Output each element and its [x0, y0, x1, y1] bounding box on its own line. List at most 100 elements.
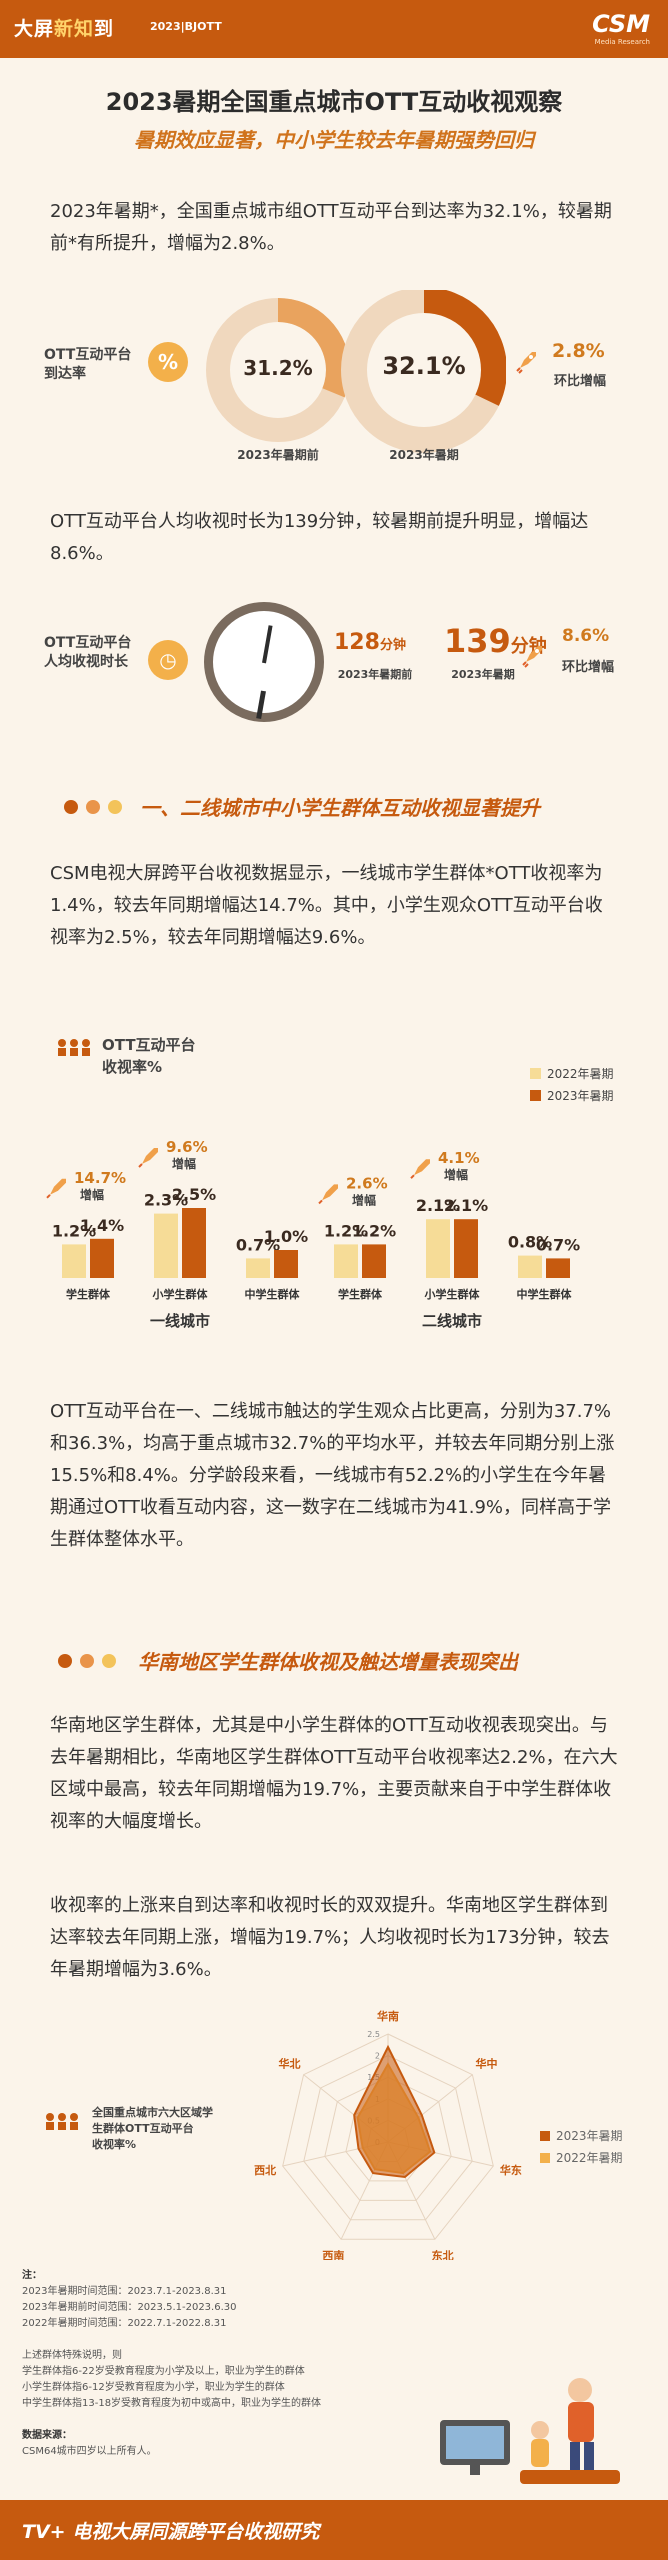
- bar-chart-marks: 1.2%1.4%学生群体2.3%2.5%小学生群体0.7%1.0%中学生群体一线…: [46, 1138, 580, 1330]
- clock-minute-hand: [262, 625, 273, 664]
- bar-value-label: 0.7%: [536, 1235, 580, 1254]
- growth-label: 增幅: [352, 1192, 376, 1207]
- reach-prev-value: 31.2%: [243, 356, 313, 380]
- category-label: 小学生群体: [424, 1287, 481, 1301]
- section-title-2: 华南地区学生群体收视及触达增量表现突出: [138, 1650, 518, 1674]
- radar-title-line2: 生群体OTT互动平台: [92, 2121, 194, 2135]
- bar: [334, 1244, 358, 1278]
- radar-tick-label: 2.5: [367, 2030, 380, 2039]
- notes-line: 数据来源：: [22, 2430, 72, 2441]
- paragraph-duration: OTT互动平台人均收视时长为139分钟，较暑期前提升明显，增幅达8.6%。: [50, 511, 589, 564]
- legend-swatch: [530, 1090, 541, 1101]
- radar-ring: [303, 2055, 473, 2221]
- top-banner: 大屏新知到 2023|BJOTT CSM Media Research: [0, 0, 668, 58]
- section-dot: [58, 1654, 72, 1668]
- notes-line: 上述群体特殊说明，则: [22, 2350, 122, 2361]
- notes-line: 2022年暑期时间范围：2022.7.1-2022.8.31: [22, 2318, 227, 2329]
- bar: [518, 1255, 542, 1278]
- bar-chart-title-line2: 收视率%: [102, 1058, 162, 1076]
- notes-block: 注： 2023年暑期时间范围：2023.7.1-2023.8.31 2023年暑期…: [22, 2268, 321, 2460]
- notes-line: 2023年暑期时间范围：2023.7.1-2023.8.31: [22, 2286, 227, 2297]
- reach-donuts: [206, 290, 506, 453]
- brand-tag: 2023|BJOTT: [150, 20, 222, 33]
- bar: [362, 1244, 386, 1278]
- radar-ring: [324, 2076, 452, 2201]
- duration-prev-value: 128分钟: [334, 630, 406, 655]
- radar-axis-label: 西北: [254, 2163, 276, 2177]
- section-title-1: 一、二线城市中小学生群体互动收视显著提升: [140, 796, 540, 820]
- notes-line: [22, 2412, 321, 2428]
- clock-illustration: [204, 602, 324, 722]
- notes-line: 学生群体指6-22岁受教育程度为小学及以上，职业为学生的群体: [22, 2366, 305, 2377]
- group-label: 一线城市: [150, 1312, 210, 1330]
- section-dot: [80, 1654, 94, 1668]
- rocket-icon: [318, 1184, 338, 1205]
- radar-axis-label: 华中: [476, 2056, 498, 2070]
- brand-title: 大屏新知到: [14, 18, 115, 40]
- reach-curr-donut-arc: [341, 290, 506, 453]
- reach-prev-donut-arc: [206, 298, 350, 442]
- footer-title: TV+ 电视大屏同源跨平台收视研究: [22, 2521, 320, 2543]
- radar-title-line3: 收视率%: [92, 2137, 136, 2151]
- section-dot: [64, 800, 78, 814]
- radar-axis-label: 西南: [322, 2249, 344, 2260]
- paragraph-reach: 2023年暑期*，全国重点城市组OTT互动平台到达率为32.1%，较暑期前*有所…: [50, 201, 612, 254]
- category-label: 中学生群体: [517, 1287, 573, 1301]
- duration-label: OTT互动平台人均收视时长: [44, 635, 132, 670]
- radar-axis-label: 华南: [377, 2009, 399, 2023]
- duration-prev-caption: 2023年暑期前: [337, 668, 413, 681]
- rocket-icon: [516, 352, 536, 374]
- section-dot: [86, 800, 100, 814]
- section-header-2: 华南地区学生群体收视及触达增量表现突出: [0, 1640, 668, 1680]
- category-label: 小学生群体: [152, 1287, 209, 1301]
- radar-axis-label: 华北: [278, 2056, 300, 2070]
- csm-logo-sub: Media Research: [594, 38, 650, 46]
- bar: [182, 1208, 206, 1278]
- growth-value: 14.7%: [74, 1169, 126, 1187]
- radar-title-line1: 全国重点城市六大区域学: [91, 2105, 213, 2119]
- growth-value: 4.1%: [438, 1149, 480, 1167]
- bar-value-label: 1.2%: [324, 1221, 368, 1240]
- bar-value-label: 1.4%: [80, 1216, 124, 1235]
- bar-value-label: 1.0%: [264, 1227, 308, 1246]
- growth-value: 2.6%: [346, 1174, 388, 1192]
- duration-change-label: 环比增幅: [562, 660, 615, 675]
- radar-legend-label: 2023年暑期: [556, 2129, 623, 2143]
- rocket-icon: [410, 1159, 430, 1179]
- radar-axis-label: 东北: [432, 2249, 454, 2260]
- category-label: 学生群体: [338, 1287, 383, 1301]
- duration-curr-caption: 2023年暑期: [451, 668, 515, 681]
- section-dot: [108, 800, 122, 814]
- reach-curr-value: 32.1%: [382, 352, 466, 380]
- notes-line: 中学生群体指13-18岁受教育程度为初中或高中，职业为学生的群体: [22, 2398, 322, 2409]
- bar-value-label: 0.8%: [508, 1233, 552, 1252]
- percent-icon: %: [148, 342, 188, 382]
- bar-value-label: 1.2%: [52, 1221, 96, 1240]
- legend-label: 2023年暑期: [547, 1089, 614, 1103]
- notes-line: 2023年暑期前时间范围：2023.5.1-2023.6.30: [22, 2302, 237, 2313]
- bar-value-label: 2.5%: [172, 1185, 216, 1204]
- bar-value-label: 2.1%: [416, 1196, 460, 1215]
- group-label: 二线城市: [422, 1312, 482, 1330]
- bar: [454, 1219, 478, 1278]
- radar-legend-swatch: [540, 2153, 550, 2163]
- page-subtitle: 暑期效应显著，中小学生较去年暑期强势回归: [134, 128, 534, 152]
- bar: [154, 1213, 178, 1278]
- bar: [426, 1219, 450, 1278]
- bar-value-label: 0.7%: [236, 1235, 280, 1254]
- category-label: 中学生群体: [245, 1287, 301, 1301]
- radar-series: [353, 2044, 436, 2179]
- rocket-icon: [522, 646, 542, 668]
- radar-title-icon: [46, 2113, 78, 2130]
- reach-curr-caption: 2023年暑期: [389, 448, 459, 462]
- reach-change: 2.8%: [552, 340, 605, 362]
- notes-line: CSM64城市四岁以上所有人。: [22, 2446, 157, 2457]
- bar-value-label: 2.1%: [444, 1196, 488, 1215]
- notes-line: 小学生群体指6-12岁受教育程度为小学，职业为学生的群体: [22, 2382, 285, 2393]
- radar-legend-label: 2022年暑期: [556, 2151, 623, 2165]
- bar: [62, 1244, 86, 1278]
- bar-value-label: 2.3%: [144, 1191, 188, 1210]
- bar: [246, 1258, 270, 1278]
- paragraph-south: 华南地区学生群体，尤其是中小学生群体的OTT互动收视表现突出。与去年暑期相比，华…: [50, 1715, 618, 1832]
